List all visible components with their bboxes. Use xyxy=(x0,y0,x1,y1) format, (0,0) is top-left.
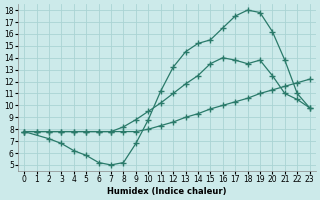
X-axis label: Humidex (Indice chaleur): Humidex (Indice chaleur) xyxy=(107,187,227,196)
